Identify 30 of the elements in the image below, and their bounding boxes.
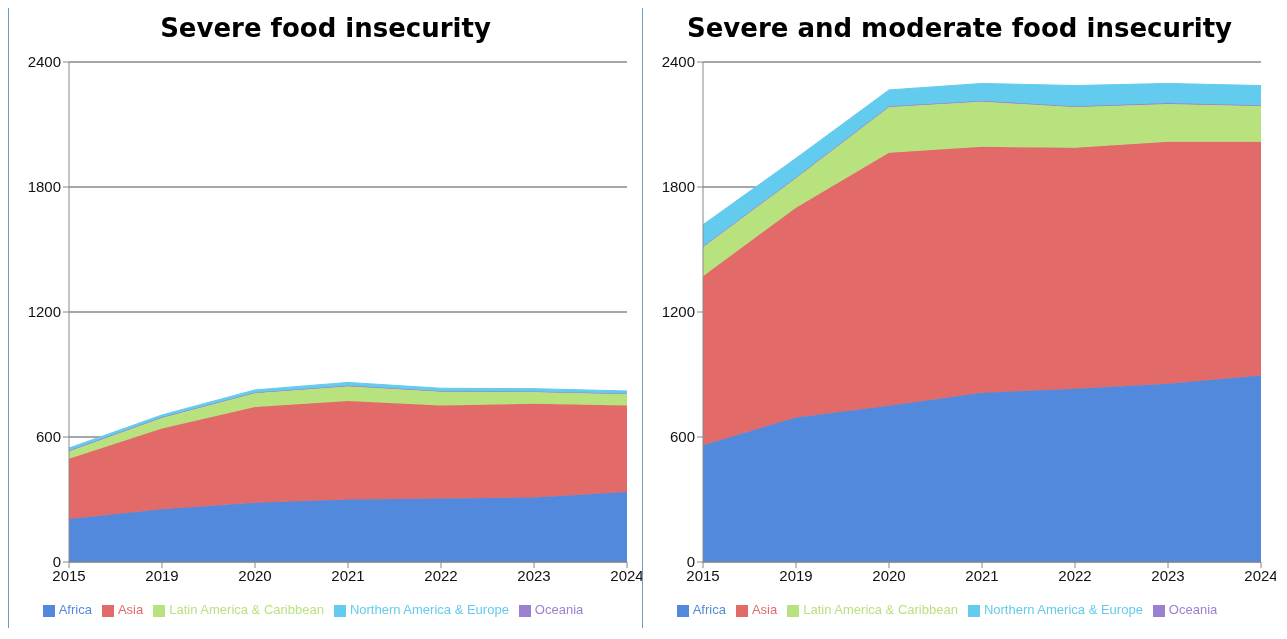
x-tick-label: 2022 <box>424 566 458 584</box>
y-tick-label: 1800 <box>661 178 695 196</box>
x-tick-label: 2023 <box>517 566 551 584</box>
legend-label: Africa <box>58 602 92 617</box>
y-tick-label: 2400 <box>661 53 695 71</box>
y-tick-label: 2400 <box>27 53 61 71</box>
legend-label: Latin America & Caribbean <box>169 602 324 617</box>
legend-label: Oceania <box>1168 602 1218 617</box>
y-tick-label: 1200 <box>27 303 61 321</box>
x-tick-label: 2020 <box>238 566 272 584</box>
chart-title: Severe food insecurity <box>159 12 492 45</box>
chart-title: Severe and moderate food insecurity <box>685 12 1234 45</box>
legend-label: Northern America & Europe <box>983 602 1143 617</box>
y-tick-label: 1800 <box>27 178 61 196</box>
y-tick-label: 600 <box>35 428 61 446</box>
legend-label: Asia <box>117 602 144 617</box>
x-tick-label: 2020 <box>872 566 906 584</box>
x-tick-label: 2019 <box>145 566 179 584</box>
legend-label: Northern America & Europe <box>349 602 509 617</box>
y-tick-label: 600 <box>669 428 695 446</box>
y-tick-label: 1200 <box>661 303 695 321</box>
legend-label: Oceania <box>534 602 584 617</box>
x-tick-label: 2019 <box>779 566 813 584</box>
x-tick-label: 2023 <box>1151 566 1185 584</box>
legend-label: Latin America & Caribbean <box>803 602 958 617</box>
x-tick-label: 2021 <box>965 566 999 584</box>
legend-label: Africa <box>692 602 726 617</box>
x-tick-label: 2021 <box>331 566 365 584</box>
x-tick-label: 2022 <box>1058 566 1092 584</box>
legend-label: Asia <box>751 602 778 617</box>
